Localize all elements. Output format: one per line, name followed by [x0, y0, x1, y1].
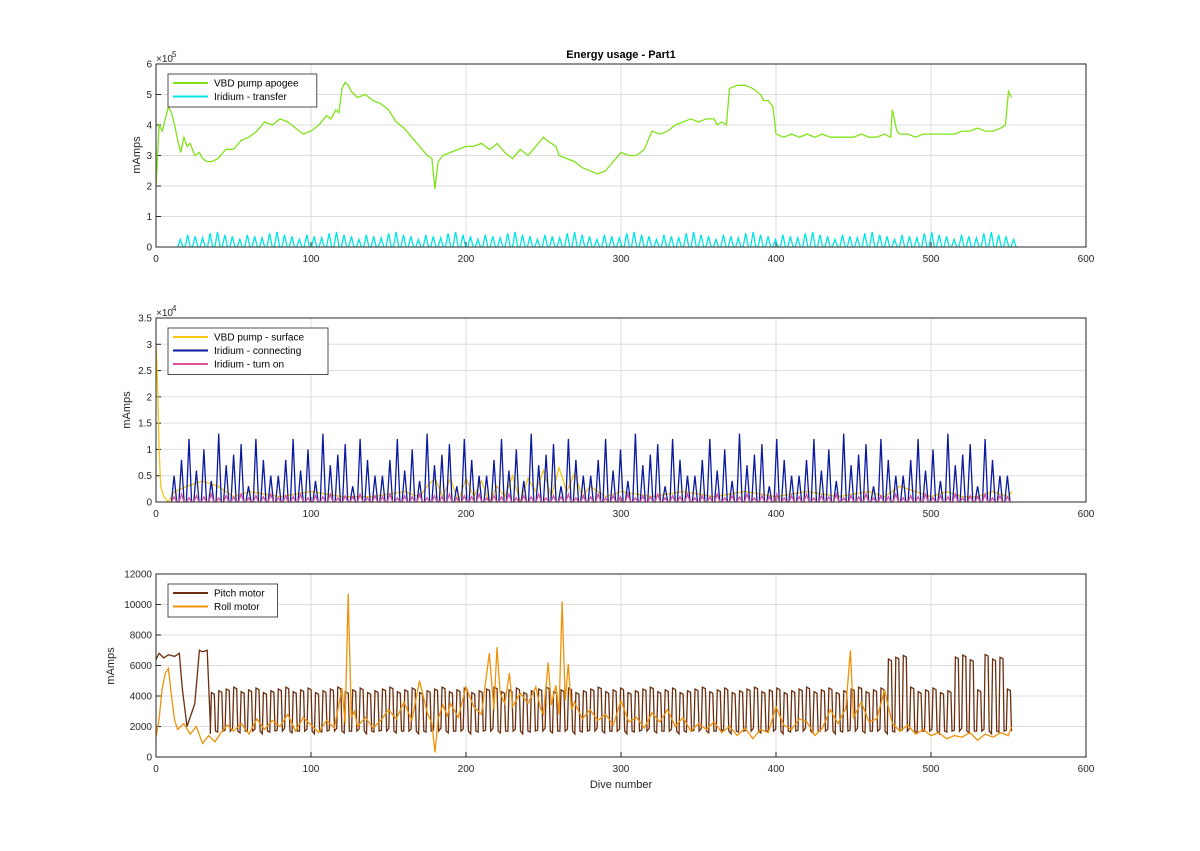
y-tick-label: 2.5 — [138, 366, 152, 377]
subplot-1: Energy usage - Part1 ×10 5 mAmps 0 100 200… — [131, 49, 1095, 265]
x-tick-label: 0 — [153, 254, 159, 265]
subplot-1-ylabel: mAmps — [131, 136, 143, 174]
x-tick-label: 400 — [768, 509, 785, 520]
y-tick-label: 5 — [146, 90, 152, 101]
subplot-1-plot-area: 0 100 200 300 400 500 600 0 1 2 3 4 5 6 — [146, 60, 1094, 266]
y-tick-label: 3 — [146, 151, 152, 162]
legend-entry-label: Iridium - turn on — [214, 360, 284, 371]
y-tick-label: 2 — [146, 392, 152, 403]
subplot-3-plot-area: 0 100 200 300 400 500 600020004000600080001000… — [124, 570, 1095, 776]
y-tick-label: 1 — [146, 212, 152, 223]
x-tick-label: 600 — [1078, 764, 1095, 775]
y-tick-label: 0 — [146, 243, 152, 254]
x-tick-label: 100 — [303, 764, 320, 775]
y-tick-label: 0.5 — [138, 471, 152, 482]
legend-entry-label: VBD pump apogee — [214, 79, 299, 90]
subplot-1-exponent: ×10 5 — [156, 50, 177, 65]
series-line-vbd-pump-apogee — [156, 81, 1013, 190]
x-tick-label: 500 — [923, 764, 940, 775]
series-line-iridium-connecting — [170, 433, 1011, 502]
subplot-1-exponent-power: 5 — [172, 50, 177, 59]
legend-box — [167, 73, 318, 108]
y-tick-label: 4000 — [130, 692, 153, 703]
y-tick-label: 1 — [146, 445, 152, 456]
legend-entry-label: Iridium - transfer — [214, 92, 287, 103]
legend-box — [167, 583, 278, 618]
axes-frame — [155, 317, 1087, 503]
y-tick-label: 3.5 — [138, 314, 152, 325]
legend-entry-label: Roll motor — [214, 602, 260, 613]
y-tick-label: 1.5 — [138, 419, 152, 430]
legend-entry-label: Pitch motor — [214, 589, 265, 600]
y-tick-label: 2 — [146, 182, 152, 193]
subplot-2: ×10 4 mAmps 0 100 200 300 400 500 600 0 0.5 1 1.5 2… — [121, 304, 1095, 520]
series-line-iridium-turn-on — [170, 492, 1011, 502]
y-tick-label: 0 — [146, 753, 152, 764]
series-line-roll-motor — [156, 593, 1013, 753]
x-tick-label: 200 — [458, 254, 475, 265]
y-tick-label: 8000 — [130, 631, 153, 642]
legend-entry-label: Iridium - connecting — [214, 346, 301, 357]
x-tick-label: 100 — [303, 509, 320, 520]
y-tick-label: 3 — [146, 340, 152, 351]
subplot-2-exponent-power: 4 — [172, 304, 177, 313]
x-tick-label: 200 — [458, 764, 475, 775]
legend-entry-label: VBD pump - surface — [214, 333, 304, 344]
y-tick-label: 0 — [146, 498, 152, 509]
y-tick-label: 12000 — [124, 570, 152, 581]
x-tick-label: 400 — [768, 254, 785, 265]
series-line-pitch-motor — [156, 649, 1013, 736]
x-tick-label: 0 — [153, 764, 159, 775]
subplot-3-legend: Pitch motor Roll motor — [167, 583, 278, 618]
subplot-1-exponent-base: ×10 — [156, 54, 173, 65]
y-tick-label: 4 — [146, 121, 152, 132]
x-tick-label: 300 — [613, 764, 630, 775]
x-tick-label: 100 — [303, 254, 320, 265]
y-tick-label: 6 — [146, 60, 152, 71]
x-tick-label: 400 — [768, 764, 785, 775]
figure-title: Energy usage - Part1 — [566, 49, 675, 61]
y-tick-label: 2000 — [130, 722, 153, 733]
axes-frame — [155, 63, 1087, 248]
subplot-2-ylabel: mAmps — [121, 391, 133, 429]
axes-frame — [155, 573, 1087, 758]
subplot-2-exponent: ×10 4 — [156, 304, 177, 319]
x-tick-label: 200 — [458, 509, 475, 520]
x-tick-label: 0 — [153, 509, 159, 520]
y-tick-label: 10000 — [124, 600, 152, 611]
x-tick-label: 600 — [1078, 509, 1095, 520]
subplot-3: mAmps Dive number 0 100 200 300 400 500 600020… — [105, 570, 1095, 792]
series-line-iridium-transfer — [177, 231, 1017, 247]
y-tick-label: 6000 — [130, 661, 153, 672]
subplot-3-ylabel: mAmps — [105, 647, 117, 685]
x-tick-label: 300 — [613, 254, 630, 265]
subplot-1-legend: VBD pump apogee Iridium - transfer — [167, 73, 318, 108]
x-tick-label: 600 — [1078, 254, 1095, 265]
subplot-2-plot-area: 0 100 200 300 400 500 600 0 0.5 1 1.5 2 2.5 3 3.5 — [138, 314, 1095, 521]
subplot-2-legend: VBD pump - surface Iridium - connecting Ir… — [167, 327, 329, 375]
x-tick-label: 300 — [613, 509, 630, 520]
subplot-2-exponent-base: ×10 — [156, 308, 173, 319]
x-tick-label: 500 — [923, 254, 940, 265]
x-tick-label: 500 — [923, 509, 940, 520]
subplot-3-xlabel: Dive number — [590, 779, 653, 791]
